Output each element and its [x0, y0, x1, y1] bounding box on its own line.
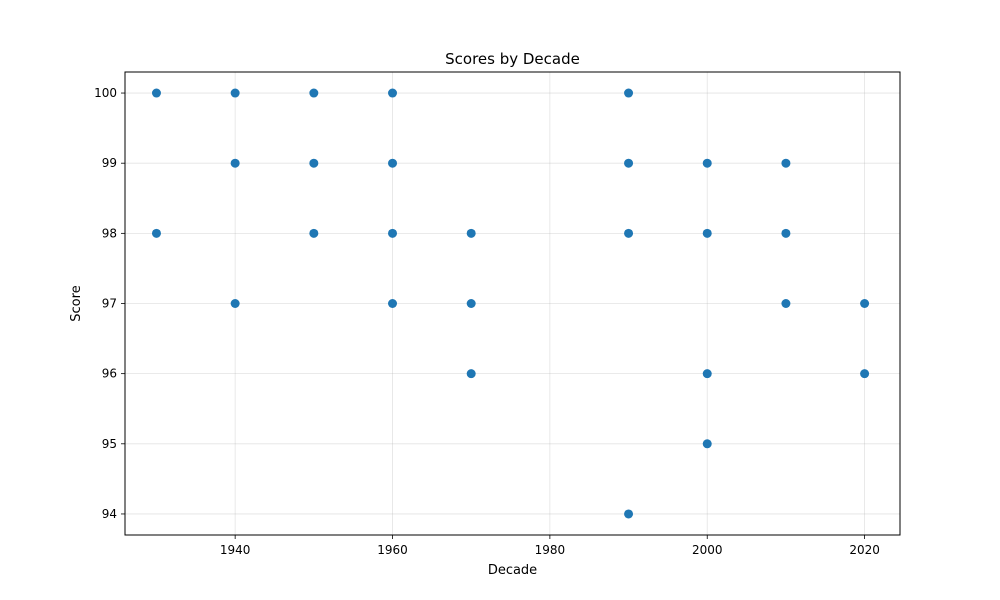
scatter-point — [702, 439, 712, 449]
scatter-point — [781, 299, 791, 308]
scatter-point — [624, 228, 634, 238]
x-tick-label: 1960 — [377, 543, 408, 557]
scatter-point — [388, 158, 398, 168]
scatter-point — [466, 299, 476, 308]
scatter-point — [309, 228, 319, 238]
y-tick-label: 98 — [102, 226, 117, 240]
scatter-point — [781, 228, 791, 238]
scatter-point — [230, 158, 240, 168]
scatter-point — [309, 88, 319, 98]
scatter-point — [860, 299, 870, 308]
scatter-point — [860, 369, 870, 379]
y-tick-label: 96 — [102, 367, 117, 381]
scatter-point — [388, 228, 398, 238]
scatter-point — [466, 228, 476, 238]
scatter-point — [702, 369, 712, 379]
scatter-point — [151, 228, 161, 238]
scatter-point — [309, 158, 319, 168]
y-tick-label: 94 — [102, 507, 117, 521]
x-axis-title: Decade — [488, 563, 537, 578]
scatter-point — [466, 369, 476, 379]
scatter-point — [702, 158, 712, 168]
y-tick-label: 95 — [102, 437, 117, 451]
y-axis-title: Score — [69, 285, 84, 321]
x-tick-label: 1940 — [220, 543, 251, 557]
x-tick-label: 1980 — [535, 543, 566, 557]
scatter-point — [230, 88, 240, 98]
scatter-point — [781, 158, 791, 168]
scatter-point — [702, 228, 712, 238]
scatter-point — [624, 158, 634, 168]
axis-ticks: 1940 1960 1980 2000 2020 94 95 96 97 98 99 100 — [94, 86, 880, 557]
x-tick-label: 2020 — [849, 543, 880, 557]
chart-title: Scores by Decade — [445, 50, 580, 68]
scatter-point — [624, 509, 634, 519]
y-tick-label: 100 — [94, 86, 117, 100]
scatter-point — [388, 299, 398, 308]
scatter-point — [388, 88, 398, 98]
data-points — [151, 88, 870, 519]
x-tick-label: 2000 — [692, 543, 723, 557]
y-tick-label: 97 — [102, 297, 117, 311]
scatter-point — [151, 88, 161, 98]
y-tick-label: 99 — [102, 156, 117, 170]
scatter-point — [624, 88, 634, 98]
scatter-point — [230, 299, 240, 308]
